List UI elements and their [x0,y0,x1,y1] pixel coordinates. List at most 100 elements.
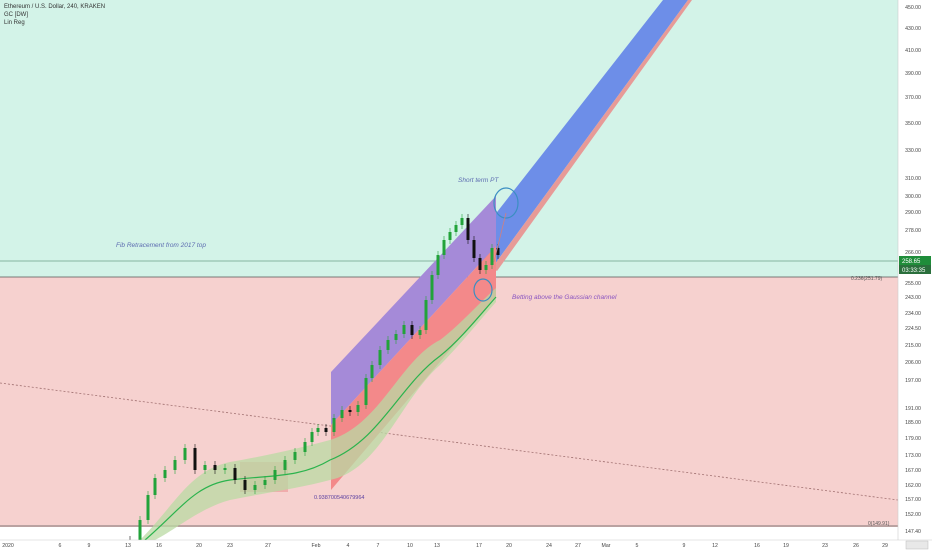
candle-body [253,485,257,490]
price-tick-label: 278.00 [905,228,921,234]
candle-body [153,478,157,495]
support-circle[interactable] [473,278,493,302]
time-tick-label: 9 [683,543,686,549]
indicator-linreg: Lin Reg [4,20,25,26]
candle-body [283,460,287,470]
price-tick-label: 152.00 [905,512,921,518]
candle-body [484,265,488,270]
countdown-badge [899,265,931,274]
time-scroll-handle[interactable] [905,540,929,550]
candlestick-series [128,214,500,544]
projection-line [493,212,507,263]
candle-body [324,428,328,432]
time-tick-label: 10 [407,543,413,549]
candle-body [316,428,320,432]
time-tick-label: 5 [636,543,639,549]
candle-body [273,470,277,480]
candle-body [356,405,360,412]
time-tick-label: 27 [575,543,581,549]
fib-green-zone [0,0,898,277]
candle-body [378,350,382,365]
time-tick-label: 20 [506,543,512,549]
time-tick-label: 26 [853,543,859,549]
candle-body [332,418,336,432]
candle-body [472,240,476,258]
price-tick-label: 234.00 [905,311,921,317]
time-axis-ticks: 2020 6 9 13 16 20 23 27 Feb 4 7 10 13 17 20 24 27 Mar 5 9 12… [2,543,888,549]
countdown-badge-text: 03:33:35 [902,268,926,274]
price-tick-label: 197.00 [905,378,921,384]
candle-body [448,232,452,240]
time-tick-label: 16 [156,543,162,549]
fib-bottom-zone [0,527,898,540]
price-tick-label: 173.00 [905,453,921,459]
short-term-pt-label: Short term PT [458,177,499,184]
candle-body [183,448,187,460]
fib-retracement-label: Fib Retracement from 2017 top [116,242,206,249]
candle-body [233,468,237,480]
price-tick-label: 450.00 [905,5,921,11]
time-tick-label: 20 [196,543,202,549]
price-tick-label: 300.00 [905,194,921,200]
time-tick-label: 27 [265,543,271,549]
candle-body [418,330,422,335]
price-axis-ticks: 450.00 430.00 410.00 390.00 370.00 350.00 330.… [905,5,921,535]
candle-body [386,340,390,350]
last-price-badge-text: 258.65 [902,259,921,265]
time-tick-label: 23 [227,543,233,549]
price-tick-label: 147.40 [905,529,921,535]
time-tick-label: 13 [125,543,131,549]
candle-body [340,410,344,418]
price-tick-label: 430.00 [905,26,921,32]
time-tick-label: 9 [88,543,91,549]
last-price-badge [899,256,931,265]
time-tick-label: 29 [882,543,888,549]
time-tick-label: 17 [476,543,482,549]
time-tick-label: 24 [546,543,552,549]
symbol-title: Ethereum / U.S. Dollar, 240, KRAKEN [4,4,106,10]
fib-236-label: 0.236(251.79) [851,276,882,282]
candle-body [263,480,267,485]
time-axis[interactable] [0,540,932,550]
betting-label: Betting above the Gaussian channel [512,294,617,301]
time-tick-label: 23 [822,543,828,549]
candle-body [496,248,500,255]
price-tick-label: 310.00 [905,176,921,182]
candle-body [173,460,177,470]
price-tick-label: 290.00 [905,210,921,216]
regression-lower-channel [492,0,692,271]
time-tick-label: 13 [434,543,440,549]
candle-body [293,452,297,460]
price-tick-label: 191.00 [905,406,921,412]
time-tick-label: Feb [312,543,321,549]
price-tick-label: 157.00 [905,497,921,503]
candle-body [348,410,352,412]
price-tick-label: 390.00 [905,71,921,77]
lin-reg-value-label: 0.938700540679964 [314,495,364,501]
candle-body [454,225,458,232]
time-tick-label: 6 [59,543,62,549]
time-tick-label: 19 [783,543,789,549]
candle-body [138,520,142,540]
price-tick-label: 185.00 [905,420,921,426]
candle-body [430,275,434,300]
time-tick-label: Mar [602,543,611,549]
candle-body [478,258,482,270]
gaussian-channel-line [144,296,497,541]
target-circle[interactable] [493,187,519,219]
price-tick-label: 330.00 [905,148,921,154]
candle-body [402,325,406,334]
long-term-trendline [0,382,899,501]
candle-body [203,465,207,470]
candle-body [466,218,470,240]
candle-body [146,495,150,520]
candle-body [364,378,368,405]
candle-body [310,432,314,442]
price-tick-label: 215.00 [905,343,921,349]
price-tick-label: 410.00 [905,48,921,54]
candle-body [223,468,227,470]
candle-body [490,248,494,265]
time-tick-label: 2020 [2,543,14,549]
